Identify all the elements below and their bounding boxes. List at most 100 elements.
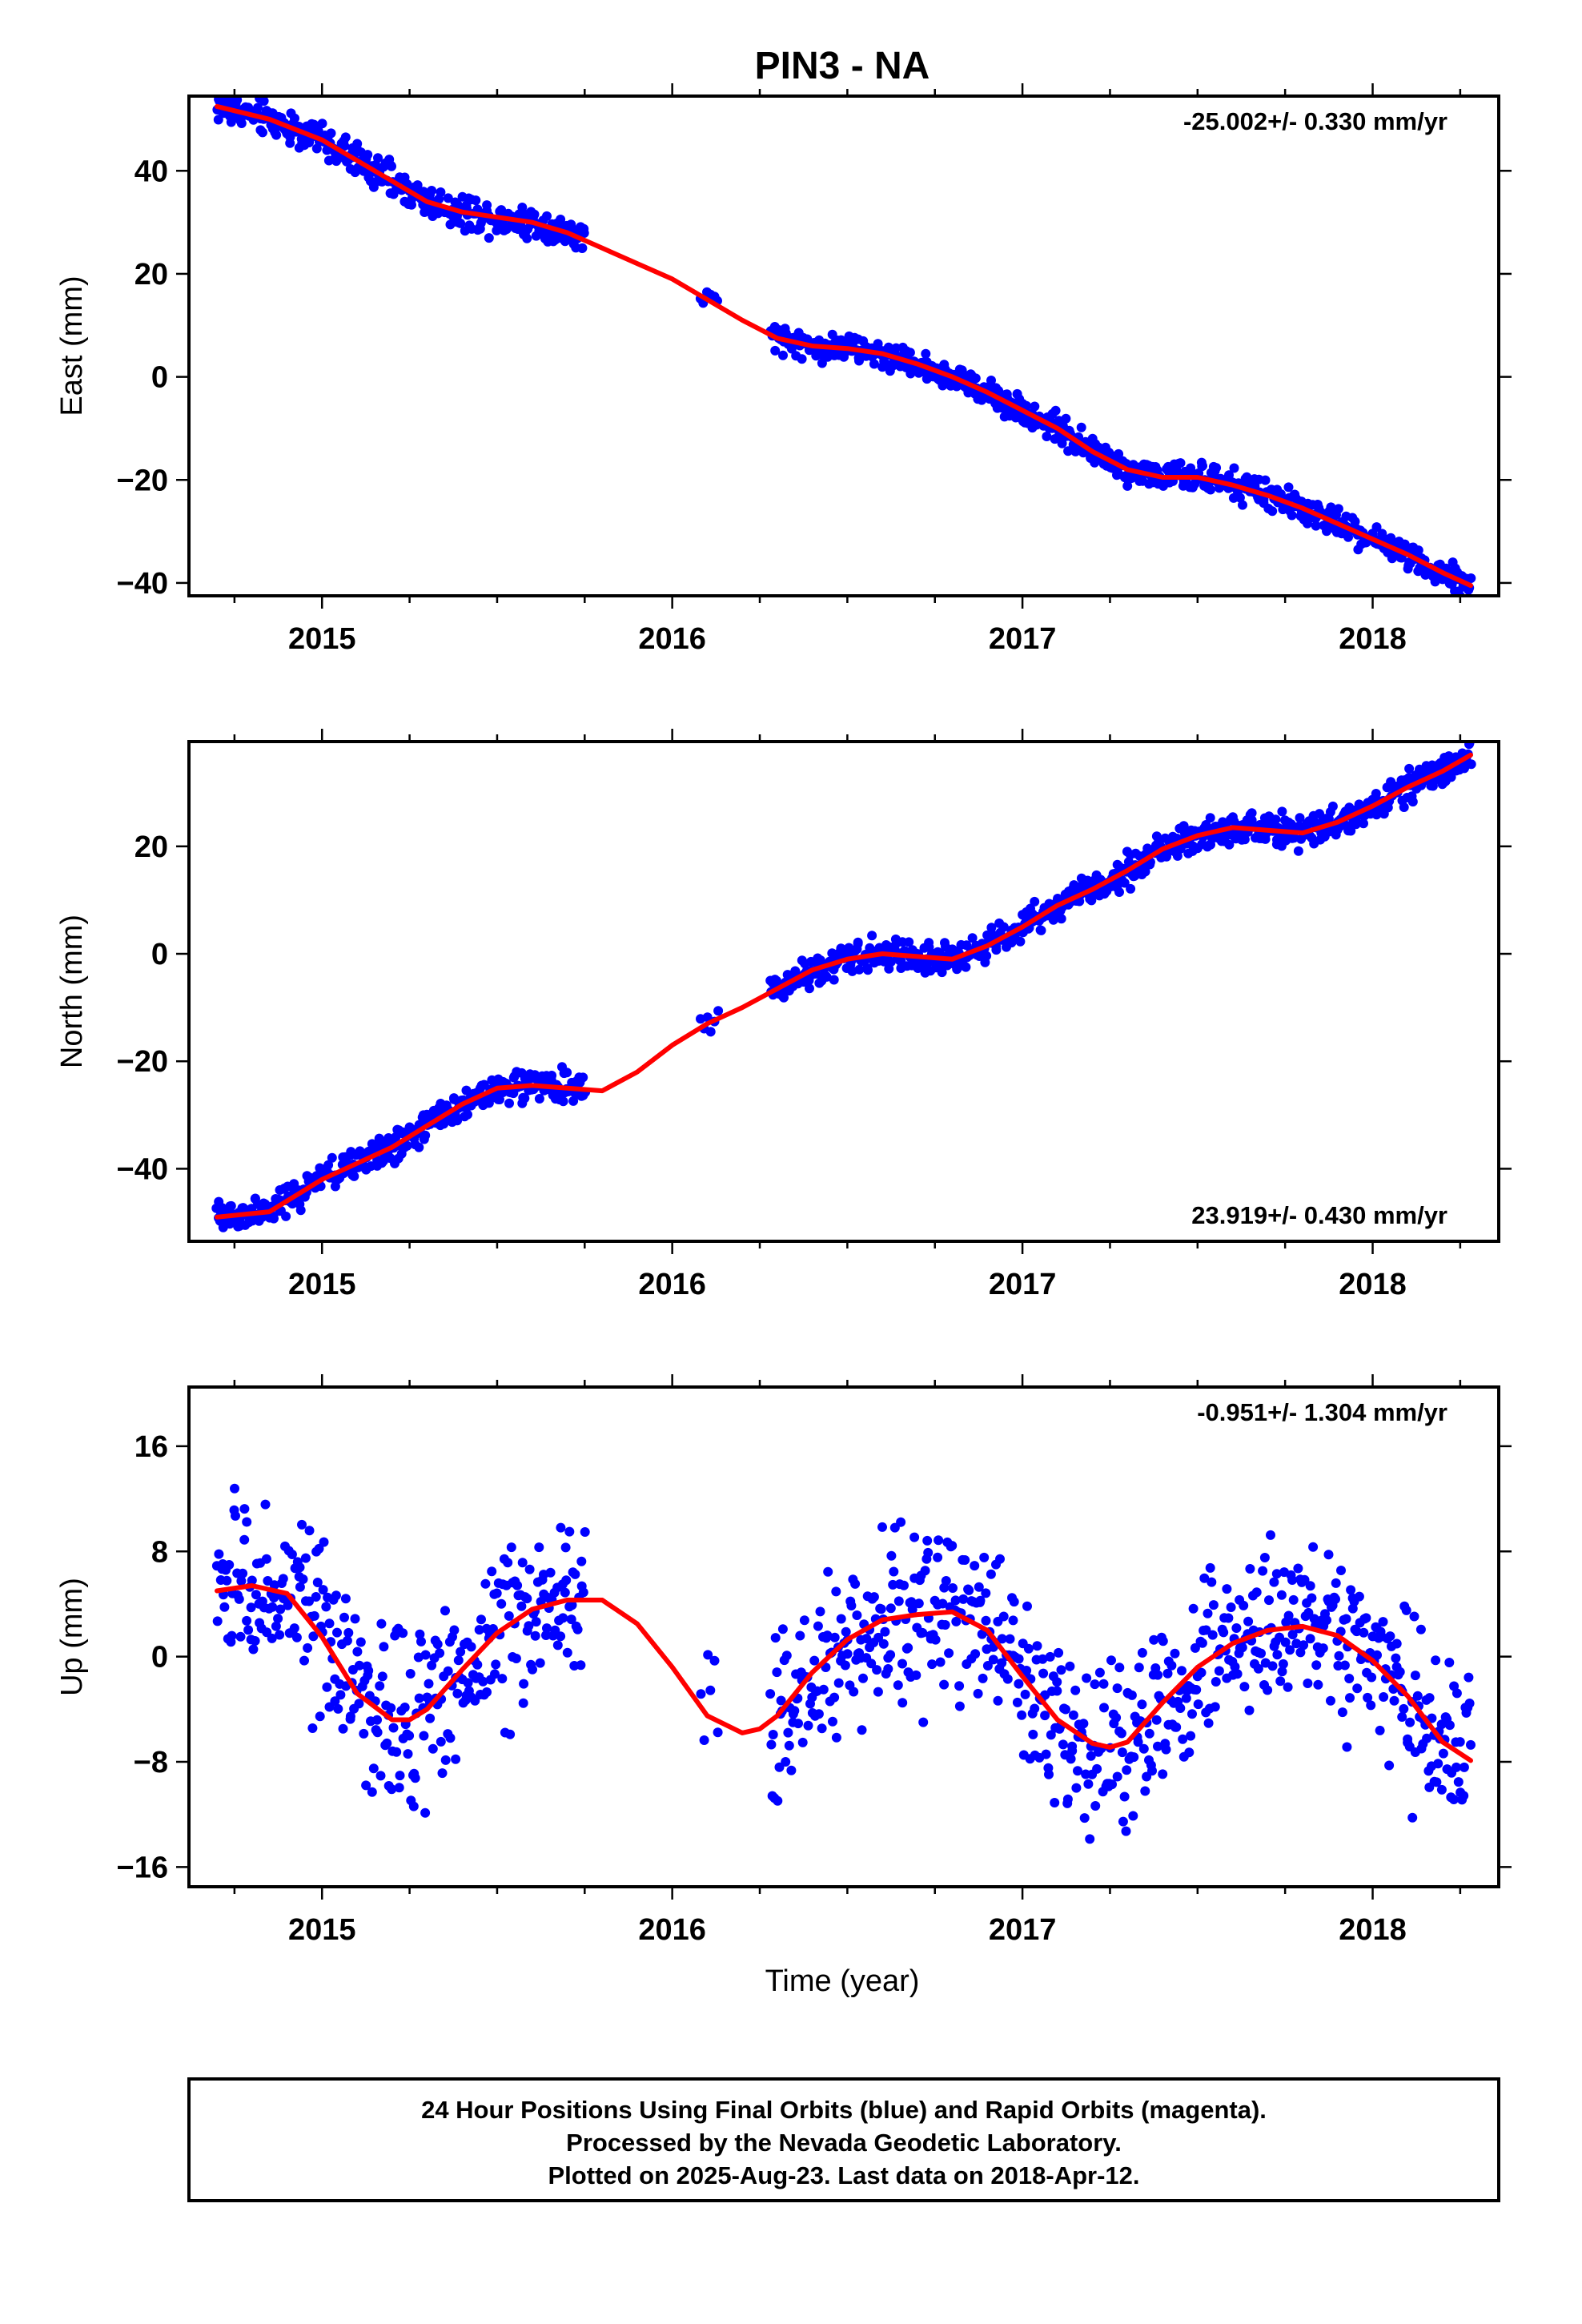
data-point	[404, 1731, 415, 1741]
data-point	[1311, 521, 1321, 531]
data-point	[440, 1755, 451, 1765]
data-point	[1056, 914, 1066, 924]
data-point	[534, 1542, 544, 1553]
data-points	[212, 96, 1476, 596]
data-point	[541, 1630, 551, 1640]
y-tick-label: 20	[135, 258, 168, 292]
data-point	[420, 1807, 431, 1818]
data-point	[506, 1542, 516, 1553]
data-point	[1407, 1812, 1418, 1823]
data-point	[981, 1588, 991, 1598]
data-point	[299, 1655, 309, 1666]
data-point	[933, 1552, 943, 1562]
data-point	[1235, 493, 1245, 503]
data-point	[1030, 401, 1040, 412]
data-point	[361, 1780, 371, 1791]
data-point	[776, 1695, 786, 1706]
data-point	[432, 1639, 443, 1650]
data-point	[1244, 1705, 1255, 1715]
data-point	[858, 1673, 868, 1683]
data-point	[463, 1109, 472, 1120]
data-point	[1038, 1654, 1048, 1664]
data-point	[1293, 846, 1303, 856]
data-point	[491, 1659, 501, 1670]
data-point	[974, 1582, 984, 1592]
data-point	[368, 1763, 379, 1774]
data-point	[271, 130, 282, 140]
data-point	[1401, 1605, 1411, 1615]
data-point	[1431, 1655, 1441, 1666]
data-point	[1050, 405, 1061, 416]
data-point	[1239, 1600, 1249, 1610]
data-point	[451, 1754, 461, 1764]
data-point	[340, 132, 351, 143]
data-point	[403, 1749, 413, 1759]
data-point	[517, 1558, 528, 1568]
data-point	[979, 1552, 990, 1562]
data-point	[696, 1689, 706, 1699]
data-point	[813, 1621, 823, 1631]
data-point	[323, 1160, 334, 1170]
data-point	[1267, 506, 1278, 517]
data-point	[395, 1771, 405, 1781]
data-point	[1333, 1661, 1343, 1671]
data-point	[1367, 1672, 1377, 1683]
data-point	[560, 1587, 570, 1598]
data-point	[885, 1650, 896, 1660]
data-point	[1219, 1627, 1229, 1638]
data-point	[797, 354, 807, 364]
data-point	[897, 1698, 908, 1708]
data-point	[529, 209, 540, 219]
data-point	[1015, 936, 1026, 947]
data-point	[1030, 896, 1040, 907]
data-point	[1030, 1703, 1040, 1714]
data-point	[281, 1211, 291, 1221]
data-point	[1002, 1674, 1013, 1684]
data-point	[1303, 1679, 1313, 1688]
data-point	[1245, 1564, 1255, 1574]
data-point	[1122, 1765, 1132, 1775]
data-point	[799, 1615, 809, 1626]
data-point	[407, 199, 416, 210]
velocity-annotation: -0.951+/- 1.304 mm/yr	[1197, 1398, 1447, 1426]
data-point	[520, 1093, 530, 1104]
data-point	[852, 1610, 862, 1620]
data-point	[713, 1727, 723, 1738]
data-point	[247, 1575, 257, 1586]
data-point	[484, 233, 494, 243]
y-tick-label: −40	[117, 567, 168, 601]
data-point	[1313, 1679, 1323, 1690]
data-point	[466, 1642, 476, 1652]
data-point	[1269, 1577, 1279, 1587]
data-point	[1267, 1661, 1278, 1671]
data-point	[970, 1561, 980, 1571]
data-point	[829, 1692, 840, 1703]
data-point	[779, 992, 789, 1003]
data-point	[1197, 1638, 1207, 1648]
data-point	[363, 1666, 374, 1676]
data-point	[967, 933, 978, 943]
data-point	[250, 1636, 260, 1646]
data-point	[490, 1669, 500, 1679]
data-point	[1083, 1779, 1094, 1789]
data-point	[519, 1679, 529, 1689]
data-point	[1455, 1737, 1465, 1747]
data-point	[412, 180, 423, 191]
data-point	[566, 1614, 576, 1625]
data-point	[1038, 1668, 1049, 1679]
data-point	[970, 373, 981, 384]
data-point	[1114, 887, 1124, 897]
data-point	[542, 1623, 552, 1634]
data-point	[873, 1687, 883, 1697]
data-point	[238, 1568, 248, 1578]
data-point	[1288, 1594, 1299, 1605]
data-point	[1311, 1660, 1322, 1671]
data-point	[1444, 1658, 1455, 1667]
data-point	[1433, 1759, 1443, 1769]
data-point	[1045, 1651, 1055, 1662]
data-point	[1196, 1667, 1207, 1678]
data-point	[349, 1171, 359, 1181]
data-point	[880, 1626, 890, 1637]
data-point	[907, 1604, 917, 1614]
data-point	[857, 1725, 867, 1735]
